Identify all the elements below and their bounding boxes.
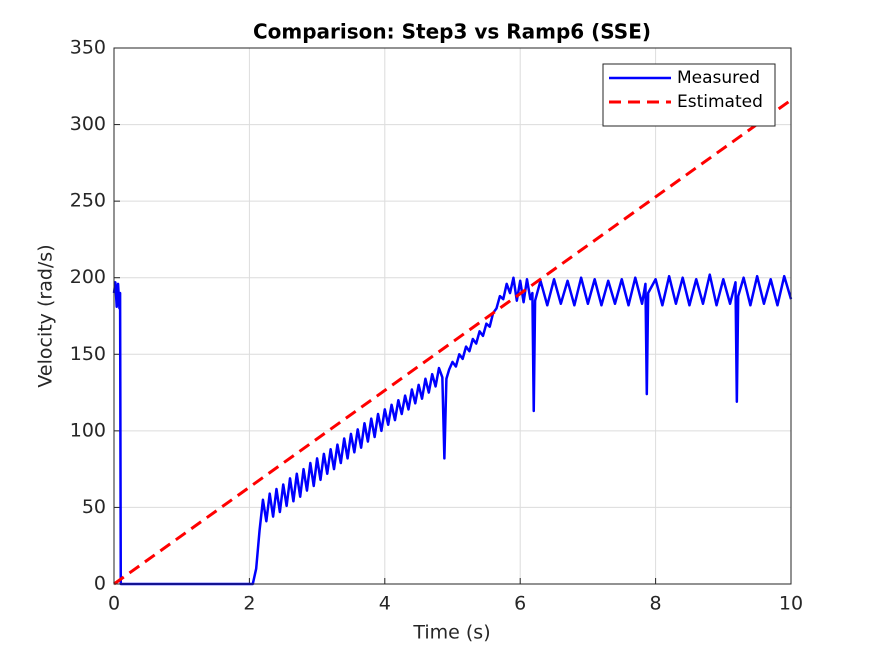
- x-tick-label: 0: [108, 593, 120, 615]
- y-tick-label: 300: [70, 113, 106, 135]
- y-tick-label: 250: [70, 190, 106, 212]
- x-tick-label: 4: [379, 593, 391, 615]
- legend-label: Measured: [677, 68, 760, 88]
- legend-label: Estimated: [677, 92, 763, 112]
- x-tick-label: 8: [650, 593, 662, 615]
- x-axis-label: Time (s): [412, 622, 490, 644]
- plot-area: [114, 48, 791, 584]
- y-tick-label: 200: [70, 266, 106, 288]
- data-line: [112, 273, 793, 586]
- y-tick-label: 100: [70, 419, 106, 441]
- legend-box: [602, 63, 776, 127]
- y-tick-label: 150: [70, 343, 106, 365]
- y-tick-label: 350: [70, 37, 106, 59]
- axes-box: [113, 47, 792, 585]
- x-tick-label: 2: [243, 593, 255, 615]
- x-tick-label: 6: [514, 593, 526, 615]
- y-axis-label: Velocity (rad/s): [35, 244, 57, 387]
- y-tick-label: 50: [82, 496, 106, 518]
- marks: [112, 98, 793, 586]
- y-tick-label: 0: [94, 573, 106, 595]
- legend: Measured Estimated: [602, 63, 776, 127]
- data-line: [113, 98, 792, 586]
- chart-title: Comparison: Step3 vs Ramp6 (SSE): [253, 20, 651, 44]
- x-tick-label: 10: [779, 593, 803, 615]
